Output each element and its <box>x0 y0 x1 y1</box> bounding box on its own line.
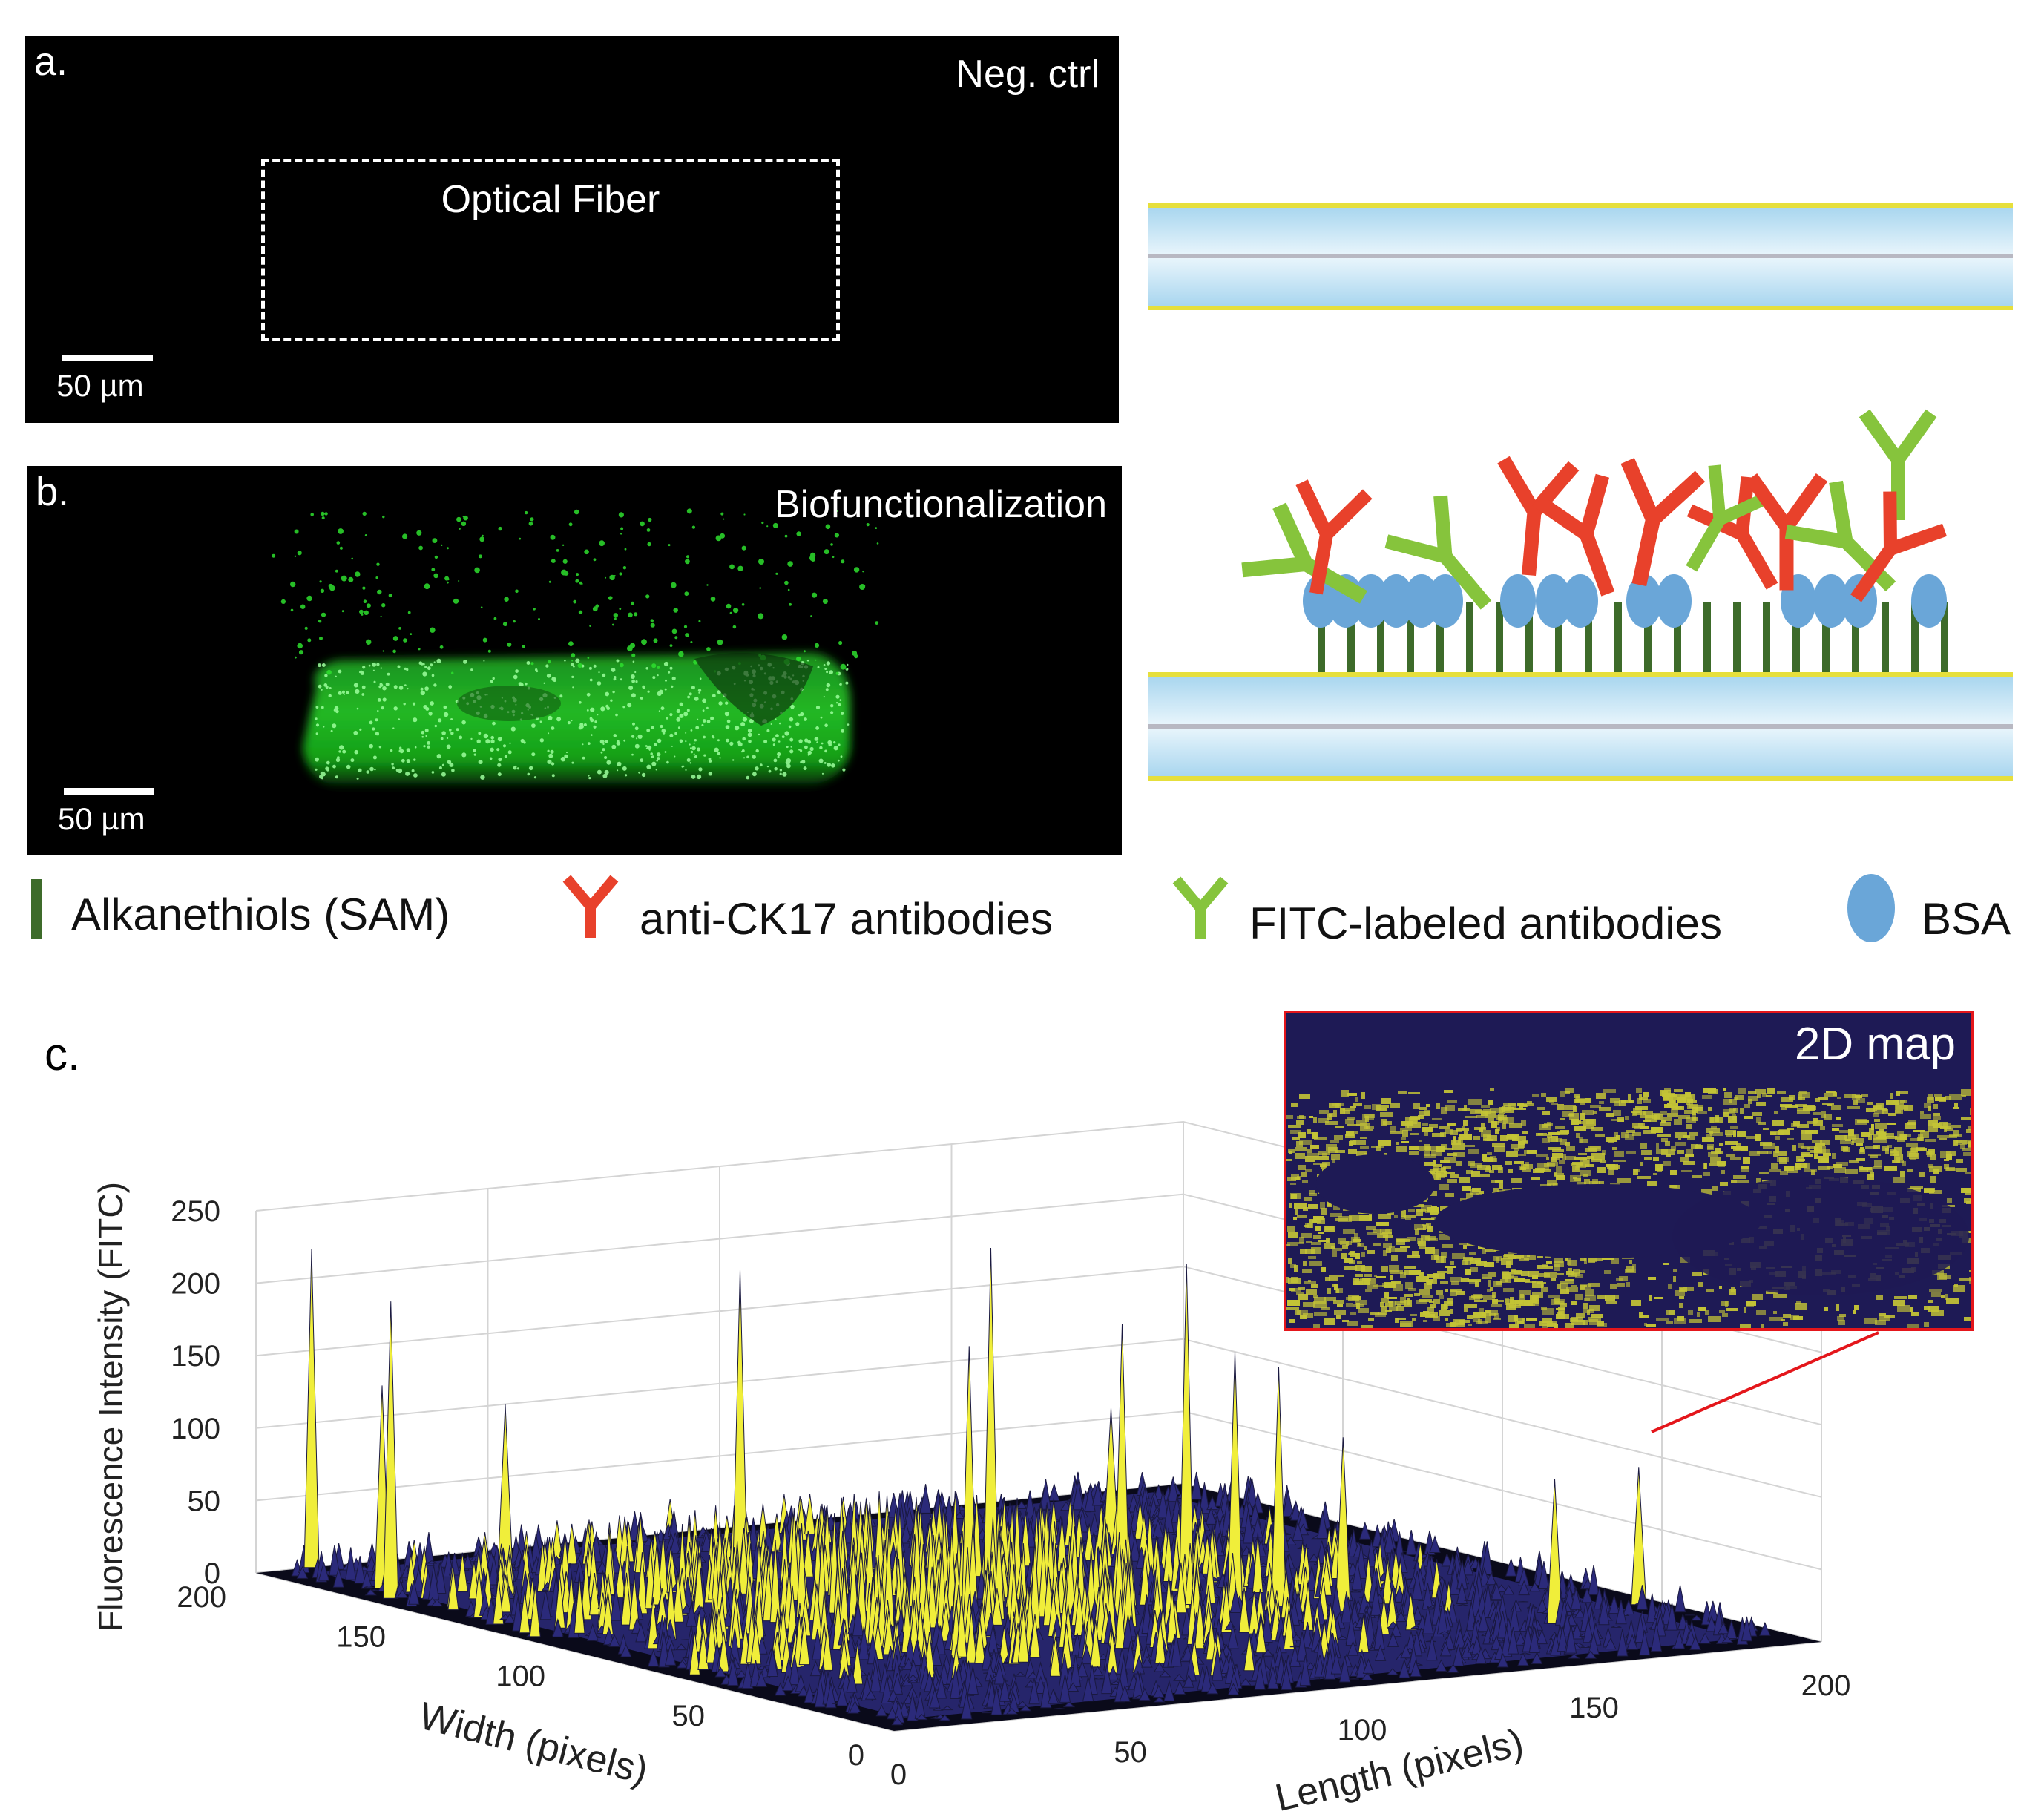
z-tick-label: 0 <box>204 1557 220 1590</box>
z-tick-label: 50 <box>188 1485 221 1517</box>
bsa-legend-icon <box>1847 874 1895 942</box>
fitc-legend-icon <box>1172 876 1229 939</box>
y-tick-label: 150 <box>336 1620 386 1653</box>
x-axis-title: Length (pixels) <box>1271 1721 1527 1817</box>
scale-bar-b <box>64 788 154 795</box>
legend-sam-text: Alkanethiols (SAM) <box>71 890 450 939</box>
functionalized-fiber-schematic <box>1148 409 2013 781</box>
panel-a-label: a. <box>34 39 68 84</box>
sam-legend-icon <box>31 879 42 939</box>
y-tick-label: 50 <box>672 1700 706 1732</box>
x-tick-label: 150 <box>1569 1692 1619 1724</box>
z-tick-label: 250 <box>171 1195 220 1228</box>
x-tick-label: 50 <box>1114 1736 1147 1769</box>
legend-anti-ck17-text: anti-CK17 antibodies <box>640 894 1054 944</box>
panel-b-label: b. <box>36 470 70 514</box>
z-axis-title: Fluorescence Intensity (FITC) <box>91 1182 130 1632</box>
x-tick-label: 100 <box>1338 1714 1387 1747</box>
z-tick-label: 150 <box>171 1340 220 1373</box>
panel-a-title: Neg. ctrl <box>956 53 1100 96</box>
bare-fiber-schematic <box>1148 203 2013 310</box>
legend-bsa-text: BSA <box>1922 894 2011 944</box>
z-tick-label: 200 <box>171 1268 220 1301</box>
scale-bar-a <box>62 355 153 361</box>
surface-plot: 050100150200250050100150200050100150200L… <box>91 1120 1851 1817</box>
scale-text-b: 50 µm <box>58 801 145 836</box>
y-tick-label: 0 <box>848 1739 864 1772</box>
legend-fitc-text: FITC-labeled antibodies <box>1249 898 1723 948</box>
y-axis-title: Width (pixels) <box>415 1695 652 1793</box>
x-tick-label: 200 <box>1801 1669 1851 1702</box>
panel-c-label: c. <box>45 1029 81 1080</box>
optical-fiber-outline: Optical Fiber <box>261 159 840 341</box>
anti-ck17-legend-icon <box>562 875 619 938</box>
y-tick-label: 100 <box>496 1660 545 1693</box>
fluorescence-image <box>272 508 879 785</box>
z-tick-label: 100 <box>171 1413 220 1445</box>
x-tick-label: 0 <box>890 1758 907 1791</box>
panel-b-title: Biofunctionalization <box>774 483 1107 526</box>
panel-b-biofunctionalization-image: b. Biofunctionalization 50 µm <box>27 466 1122 855</box>
2d-map-image <box>1286 1088 1971 1328</box>
panel-a-neg-ctrl-image: a. Neg. ctrl Optical Fiber 50 µm <box>25 36 1119 423</box>
inset-2d-map-title: 2D map <box>1794 1019 1956 1070</box>
inset-2d-map: 2D map <box>1284 1011 1974 1331</box>
optical-fiber-label: Optical Fiber <box>441 178 660 221</box>
y-tick-label: 200 <box>177 1581 226 1614</box>
scale-text-a: 50 µm <box>56 368 144 403</box>
